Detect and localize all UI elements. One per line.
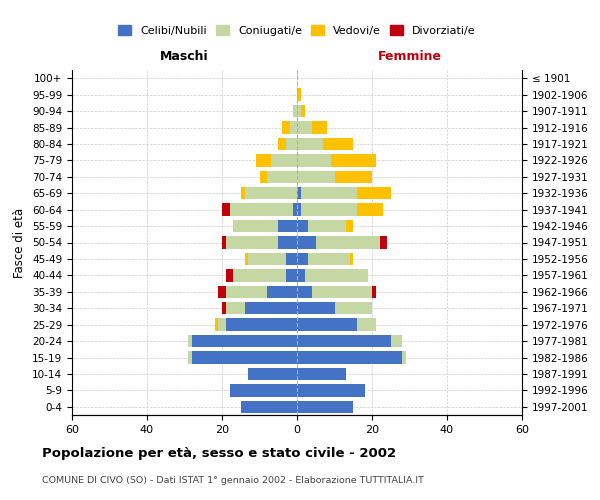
Bar [245,302,297,314]
Bar [297,170,335,183]
Bar [331,154,376,166]
Bar [297,368,346,380]
Bar [301,187,357,200]
Bar [278,138,286,150]
Bar [267,286,297,298]
Bar [226,236,278,248]
Bar [248,253,286,265]
Bar [297,335,391,347]
Bar [357,187,391,200]
Text: Maschi: Maschi [160,50,209,63]
Bar [226,286,267,298]
Bar [402,352,406,364]
Y-axis label: Anni di nascita: Anni di nascita [597,199,600,286]
Bar [391,335,402,347]
Bar [245,253,248,265]
Bar [297,187,301,200]
Bar [241,187,245,200]
Bar [297,204,301,216]
Bar [308,220,346,232]
Bar [308,253,349,265]
Bar [226,318,297,331]
Text: Popolazione per età, sesso e stato civile - 2002: Popolazione per età, sesso e stato civil… [42,448,396,460]
Bar [286,253,297,265]
Bar [349,253,353,265]
Bar [293,204,297,216]
Bar [297,122,312,134]
Bar [297,220,308,232]
Bar [192,335,297,347]
Bar [297,253,308,265]
Bar [229,384,297,396]
Bar [297,302,335,314]
Bar [245,187,297,200]
Bar [316,236,380,248]
Y-axis label: Fasce di età: Fasce di età [13,208,26,278]
Bar [241,400,297,413]
Bar [335,170,372,183]
Bar [278,220,297,232]
Bar [222,302,226,314]
Bar [286,269,297,281]
Bar [229,204,293,216]
Bar [233,220,278,232]
Bar [248,368,297,380]
Bar [372,286,376,298]
Bar [282,122,290,134]
Bar [260,170,267,183]
Bar [188,335,192,347]
Bar [271,154,297,166]
Bar [286,138,297,150]
Text: COMUNE DI CIVO (SO) - Dati ISTAT 1° gennaio 2002 - Elaborazione TUTTITALIA.IT: COMUNE DI CIVO (SO) - Dati ISTAT 1° genn… [42,476,424,485]
Bar [301,105,305,117]
Bar [312,122,327,134]
Bar [267,170,297,183]
Bar [297,154,331,166]
Bar [297,400,353,413]
Bar [297,286,312,298]
Bar [346,220,353,232]
Bar [226,302,245,314]
Bar [222,204,229,216]
Bar [215,318,218,331]
Bar [357,204,383,216]
Bar [297,269,305,281]
Bar [297,318,357,331]
Bar [192,352,297,364]
Bar [297,138,323,150]
Bar [305,269,368,281]
Bar [297,105,301,117]
Text: Femmine: Femmine [377,50,442,63]
Bar [218,318,226,331]
Bar [323,138,353,150]
Bar [357,318,376,331]
Bar [290,122,297,134]
Bar [256,154,271,166]
Bar [226,269,233,281]
Bar [335,302,372,314]
Bar [188,352,192,364]
Bar [297,236,316,248]
Bar [218,286,226,298]
Bar [222,236,226,248]
Bar [297,352,402,364]
Bar [297,384,365,396]
Legend: Celibi/Nubili, Coniugati/e, Vedovi/e, Divorziati/e: Celibi/Nubili, Coniugati/e, Vedovi/e, Di… [114,20,480,40]
Bar [297,88,301,101]
Bar [293,105,297,117]
Bar [380,236,387,248]
Bar [278,236,297,248]
Bar [312,286,372,298]
Bar [233,269,286,281]
Bar [301,204,357,216]
